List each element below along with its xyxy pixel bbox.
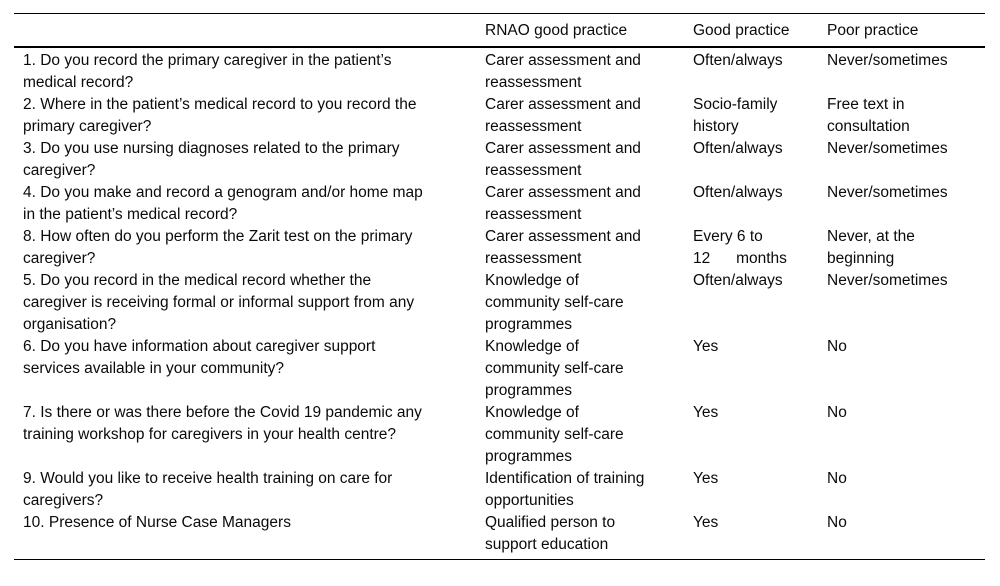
table-row: 4. Do you make and record a genogram and… [14, 182, 985, 226]
rnao-cell: Identification of training opportunities [485, 470, 645, 509]
rnao-cell: Carer assessment and reassessment [485, 52, 641, 91]
poor-practice-cell: No [827, 514, 847, 531]
rnao-cell: Carer assessment and reassessment [485, 96, 641, 135]
question-cell: 1. Do you record the primary caregiver i… [23, 52, 392, 91]
question-cell: 7. Is there or was there before the Covi… [23, 404, 422, 443]
rnao-cell: Knowledge of community self-care program… [485, 272, 624, 333]
col-header-good-practice: Good practice [693, 13, 827, 48]
col-header-poor-practice: Poor practice [827, 13, 985, 48]
col-header-rnao-good-practice: RNAO good practice [485, 13, 693, 48]
practice-comparison-table: RNAO good practice Good practice Poor pr… [14, 13, 985, 560]
poor-practice-cell: Never/sometimes [827, 52, 948, 69]
rnao-cell: Carer assessment and reassessment [485, 140, 641, 179]
good-practice-cell: Often/always [693, 140, 783, 157]
rnao-cell: Knowledge of community self-care program… [485, 404, 624, 465]
question-cell: 6. Do you have information about caregiv… [23, 338, 376, 377]
rnao-cell: Carer assessment and reassessment [485, 184, 641, 223]
good-practice-cell: Socio-family history [693, 96, 778, 135]
poor-practice-cell: No [827, 404, 847, 421]
rnao-cell: Knowledge of community self-care program… [485, 338, 624, 399]
table-row: 10. Presence of Nurse Case Managers Qual… [14, 512, 985, 560]
good-practice-cell: Yes [693, 470, 719, 487]
question-cell: 9. Would you like to receive health trai… [23, 470, 393, 509]
poor-practice-cell: No [827, 470, 847, 487]
good-practice-cell: Yes [693, 404, 719, 421]
poor-practice-cell: Never, at the beginning [827, 228, 915, 267]
good-practice-cell: Often/always [693, 184, 783, 201]
poor-practice-cell: Never/sometimes [827, 272, 948, 289]
poor-practice-cell: Free text in consultation [827, 96, 910, 135]
question-cell: 2. Where in the patient’s medical record… [23, 96, 417, 135]
table-row: 6. Do you have information about caregiv… [14, 336, 985, 402]
question-cell: 4. Do you make and record a genogram and… [23, 184, 423, 223]
good-practice-cell: Every 6 to 12 months [693, 228, 787, 267]
good-practice-cell: Yes [693, 514, 719, 531]
question-cell: 10. Presence of Nurse Case Managers [23, 514, 291, 531]
poor-practice-cell: Never/sometimes [827, 184, 948, 201]
table-row: 2. Where in the patient’s medical record… [14, 94, 985, 138]
table-row: 8. How often do you perform the Zarit te… [14, 226, 985, 270]
poor-practice-cell: Never/sometimes [827, 140, 948, 157]
rnao-cell: Carer assessment and reassessment [485, 228, 641, 267]
rnao-cell: Qualified person to support education [485, 514, 616, 553]
question-cell: 8. How often do you perform the Zarit te… [23, 228, 413, 267]
question-cell: 5. Do you record in the medical record w… [23, 272, 415, 333]
table-row: 9. Would you like to receive health trai… [14, 468, 985, 512]
good-practice-cell: Often/always [693, 272, 783, 289]
question-cell: 3. Do you use nursing diagnoses related … [23, 140, 400, 179]
good-practice-cell: Yes [693, 338, 719, 355]
table-row: 5. Do you record in the medical record w… [14, 270, 985, 336]
table-row: 7. Is there or was there before the Covi… [14, 402, 985, 468]
header-row: RNAO good practice Good practice Poor pr… [14, 13, 985, 48]
table-row: 1. Do you record the primary caregiver i… [14, 47, 985, 94]
poor-practice-cell: No [827, 338, 847, 355]
col-header-questions [14, 13, 485, 48]
good-practice-cell: Often/always [693, 52, 783, 69]
table-row: 3. Do you use nursing diagnoses related … [14, 138, 985, 182]
